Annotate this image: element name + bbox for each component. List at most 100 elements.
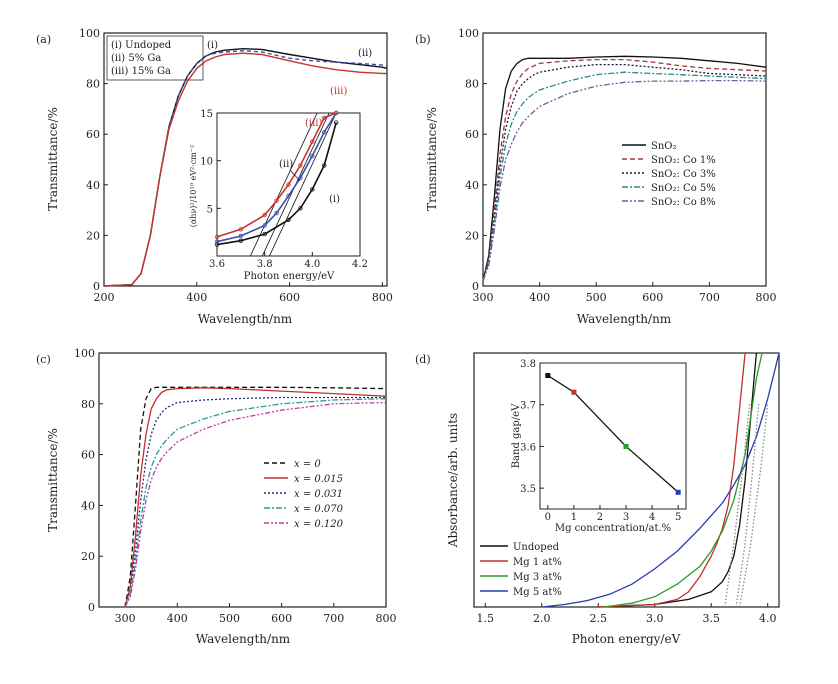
panel-b-frame bbox=[482, 32, 767, 287]
a-inset-xtick-label: 4.2 bbox=[352, 259, 368, 270]
inset-a-arrow bbox=[289, 169, 301, 182]
a-xtick-label: 200 bbox=[94, 291, 115, 304]
a-inset-series-2 bbox=[216, 112, 337, 238]
inset-d-ylabel: Band gap/eV bbox=[511, 403, 522, 468]
c-series-2 bbox=[124, 396, 386, 608]
panel-b-ylabel: Transmittance/% bbox=[425, 107, 439, 211]
d-inset-xtick-label: 4 bbox=[649, 512, 655, 523]
a-inset-point bbox=[322, 129, 327, 135]
annotation-a-i: (i) bbox=[207, 40, 218, 51]
panel-d-legend: Undoped Mg 1 at% Mg 3 at% Mg 5 at% bbox=[480, 542, 562, 598]
d-inset-ytick-label: 3.8 bbox=[520, 359, 536, 370]
d-legend-item-2: Mg 3 at% bbox=[513, 572, 562, 583]
panel-b-xlabel: Wavelength/nm bbox=[577, 312, 672, 326]
a-inset-point bbox=[298, 163, 303, 168]
panel-d-frame bbox=[473, 352, 780, 608]
panel-b-legend: SnO₂ SnO₂: Co 1% SnO₂: Co 3% SnO₂: Co 5% SnO… bbox=[622, 141, 716, 208]
a-inset-point bbox=[322, 115, 327, 120]
a-inset-point bbox=[238, 238, 244, 243]
d-series-2 bbox=[603, 352, 763, 608]
c-ytick-label: 60 bbox=[81, 449, 95, 462]
a-ytick-label: 100 bbox=[79, 27, 100, 40]
inset-a-ylabel: (αhν)²/10¹⁰ eV²·cm⁻² bbox=[189, 145, 198, 227]
a-ytick-label: 0 bbox=[93, 280, 100, 293]
a-inset-ytick-label: 10 bbox=[200, 157, 213, 168]
a-ytick-label: 80 bbox=[86, 78, 100, 91]
panel-d-xlabel: Photon energy/eV bbox=[572, 632, 681, 646]
a-ytick-label: 20 bbox=[86, 229, 100, 242]
d-xtick-label: 4.0 bbox=[759, 612, 777, 625]
panel-a: (a) Transmittance/% Wavelength/nm 200 400… bbox=[36, 27, 393, 326]
panel-a-legend-box bbox=[106, 35, 204, 81]
a-inset-series-0 bbox=[216, 122, 337, 246]
d-inset-point-2 bbox=[623, 443, 629, 449]
c-xtick-label: 600 bbox=[271, 612, 292, 625]
c-legend-item-4: x = 0.120 bbox=[294, 519, 344, 530]
c-xtick-label: 300 bbox=[115, 612, 136, 625]
a-inset-point bbox=[322, 163, 327, 168]
c-ytick-label: 20 bbox=[81, 550, 95, 563]
b-series-1 bbox=[482, 58, 767, 282]
a-inset-fit-line-0 bbox=[269, 112, 337, 257]
a-inset-ytick-label: 15 bbox=[200, 109, 213, 120]
panel-c-legend: x = 0 x = 0.015 x = 0.031 x = 0.070 x = 0.12… bbox=[264, 459, 344, 530]
annotation-a-iii: (iii) bbox=[330, 86, 347, 97]
panel-c: (c) Transmittance/% Wavelength/nm 300 400… bbox=[36, 347, 397, 646]
c-ytick-label: 0 bbox=[88, 601, 95, 614]
a-xtick-label: 800 bbox=[372, 291, 393, 304]
inset-a-annotation-ii: (ii) bbox=[279, 159, 293, 170]
a-inset-point bbox=[286, 182, 291, 187]
panel-d-label: (d) bbox=[415, 353, 431, 366]
a-inset-point bbox=[286, 193, 291, 199]
panel-c-label: (c) bbox=[36, 353, 51, 366]
panel-d-ylabel: Absorbance/arb. units bbox=[446, 413, 460, 548]
d-inset-ytick-label: 3.5 bbox=[520, 484, 536, 495]
b-legend-item-1: SnO₂: Co 1% bbox=[651, 155, 716, 166]
d-xtick-label: 3.5 bbox=[702, 612, 720, 625]
b-series-2 bbox=[482, 63, 767, 282]
a-inset-point bbox=[310, 139, 315, 144]
a-inset-point bbox=[274, 198, 279, 203]
inset-a-xlabel: Photon energy/eV bbox=[244, 271, 335, 282]
b-legend-item-0: SnO₂ bbox=[651, 141, 677, 152]
d-inset-xtick-label: 3 bbox=[623, 512, 629, 523]
a-inset-point bbox=[214, 234, 220, 240]
b-xtick-label: 400 bbox=[529, 291, 550, 304]
a-inset-point bbox=[310, 153, 315, 159]
b-series-4 bbox=[482, 79, 767, 282]
panel-c-frame bbox=[98, 352, 387, 608]
d-series-6 bbox=[738, 403, 769, 608]
c-legend-item-3: x = 0.070 bbox=[294, 504, 344, 515]
c-xtick-label: 700 bbox=[323, 612, 344, 625]
legend-a-item-1: (i) Undoped bbox=[111, 40, 172, 51]
d-xtick-label: 2.5 bbox=[590, 612, 608, 625]
b-xtick-label: 700 bbox=[699, 291, 720, 304]
a-inset-xtick-label: 3.8 bbox=[257, 259, 273, 270]
a-inset-point bbox=[274, 210, 279, 216]
d-inset-point-1 bbox=[571, 389, 577, 395]
c-series-4 bbox=[124, 401, 387, 608]
b-xtick-label: 600 bbox=[642, 291, 663, 304]
d-series-1 bbox=[598, 352, 746, 608]
inset-a-annotation-i: (i) bbox=[329, 194, 340, 205]
panel-a-xlabel: Wavelength/nm bbox=[198, 312, 293, 326]
a-inset-point bbox=[238, 233, 244, 239]
legend-a-item-2: (ii) 5% Ga bbox=[111, 53, 161, 64]
c-xtick-label: 400 bbox=[167, 612, 188, 625]
c-ytick-label: 80 bbox=[81, 398, 95, 411]
panel-a-ylabel: Transmittance/% bbox=[46, 107, 60, 211]
panel-c-xlabel: Wavelength/nm bbox=[196, 632, 291, 646]
b-legend-item-4: SnO₂: Co 8% bbox=[651, 197, 716, 208]
b-xtick-label: 300 bbox=[473, 291, 494, 304]
d-inset-ytick-label: 3.6 bbox=[520, 442, 536, 453]
b-ytick-label: 80 bbox=[465, 78, 479, 91]
a-inset-point bbox=[238, 227, 244, 232]
inset-d-frame bbox=[539, 362, 687, 510]
a-inset-point bbox=[262, 223, 267, 228]
panel-b: (b) Transmittance/% Wavelength/nm 300 400… bbox=[415, 27, 777, 326]
c-legend-item-1: x = 0.015 bbox=[294, 474, 343, 485]
d-legend-item-0: Undoped bbox=[513, 542, 560, 553]
d-inset-xtick-label: 5 bbox=[675, 512, 681, 523]
d-inset-point-0 bbox=[545, 373, 551, 379]
